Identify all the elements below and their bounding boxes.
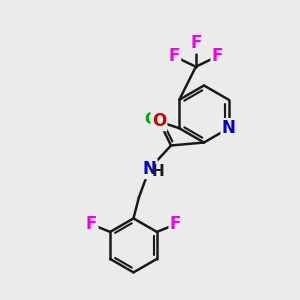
Text: F: F (170, 215, 181, 233)
Text: O: O (152, 112, 166, 130)
Text: F: F (169, 47, 180, 65)
Text: F: F (86, 215, 97, 233)
Text: F: F (190, 34, 202, 52)
Text: Cl: Cl (144, 112, 160, 127)
Text: N: N (222, 119, 236, 137)
Text: N: N (142, 160, 156, 178)
Text: H: H (152, 164, 164, 179)
Text: F: F (212, 47, 223, 65)
